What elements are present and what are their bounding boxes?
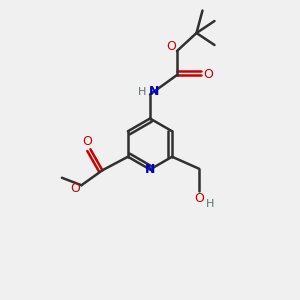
Text: O: O [194,192,204,205]
Text: O: O [166,40,176,53]
Text: O: O [70,182,80,195]
Text: N: N [145,163,155,176]
Text: N: N [149,85,160,98]
Text: O: O [82,135,92,148]
Text: H: H [206,199,214,209]
Text: O: O [204,68,213,82]
Text: H: H [138,86,147,97]
